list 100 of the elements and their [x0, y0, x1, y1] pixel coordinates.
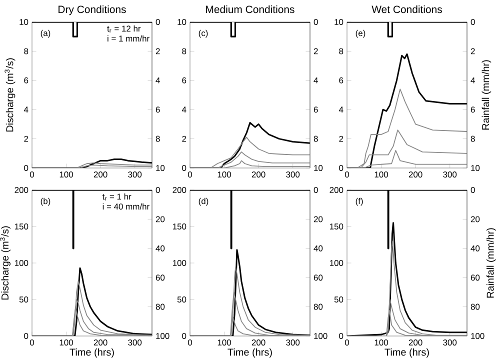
y-tick-label: 10 [334, 19, 344, 25]
y-tick-label: 6 [339, 77, 344, 84]
y-tick-label: 50 [177, 296, 186, 302]
x-tick-label: 200 [408, 340, 422, 346]
y-tick-label: 100 [172, 260, 186, 266]
x-tick-label: 300 [443, 172, 457, 178]
y-tick-label: 150 [330, 224, 344, 230]
x-tick-label: 100 [60, 172, 74, 178]
y-tick-label: 10 [20, 19, 28, 25]
y-tick-label: 200 [172, 187, 186, 193]
x-tick-label: 200 [94, 340, 108, 346]
x-tick-label: 300 [286, 172, 300, 178]
chart-title: Dry Conditions [58, 5, 126, 16]
annotation: t$_{r}$ = 12 hr [107, 25, 141, 33]
annotation: (e) [356, 30, 366, 38]
chart-title: Medium Conditions [206, 5, 294, 14]
y2-tick-label: 2 [314, 48, 318, 54]
y2-tick-label: 6 [470, 106, 475, 113]
y-axis-title: Discharge (m$^{3}$/s) [4, 58, 16, 132]
x-tick-label: 300 [443, 340, 457, 346]
y-tick-label: 0 [339, 165, 344, 171]
annotation: t$_{r}$ = 1 hr [102, 193, 132, 201]
y-tick-label: 200 [330, 187, 344, 193]
y2-tick-label: 20 [156, 216, 165, 222]
y-tick-label: 4 [338, 106, 344, 113]
y2-tick-label: 10 [156, 165, 165, 171]
x-tick-label: 300 [128, 340, 142, 346]
y-tick-label: 100 [14, 260, 28, 266]
x-tick-label: 100 [60, 340, 74, 346]
y2-tick-label: 6 [314, 106, 318, 113]
y-tick-label: 10 [178, 19, 186, 25]
y2-tick-label: 100 [156, 333, 170, 339]
y-tick-label: 0 [24, 333, 28, 339]
y2-tick-label: 100 [471, 333, 484, 339]
annotation: (c) [198, 30, 208, 38]
x-tick-label: 0 [30, 172, 34, 178]
chart-title: Wet Conditions [372, 5, 442, 14]
y-tick-label: 2 [182, 136, 186, 142]
y2-tick-label: 10 [471, 165, 480, 171]
annotation: i = 40 mm/hr [102, 203, 150, 210]
y2-tick-label: 100 [314, 333, 328, 339]
x-tick-label: 200 [94, 172, 108, 178]
y-tick-label: 200 [14, 187, 28, 193]
y2-tick-label: 20 [314, 216, 323, 222]
y-tick-label: 0 [182, 333, 186, 339]
y2-tick-label: 80 [470, 304, 480, 310]
y-tick-label: 50 [334, 296, 344, 302]
x-axis-title: Time (hrs) [228, 348, 272, 358]
x-tick-label: 100 [218, 340, 232, 346]
y-tick-label: 0 [24, 165, 28, 171]
x-tick-label: 200 [252, 172, 266, 178]
y-tick-label: 4 [182, 106, 186, 113]
x-tick-label: 0 [188, 172, 192, 178]
annotation: i = 1 mm/hr [108, 35, 150, 42]
y-tick-label: 2 [339, 136, 344, 142]
x-tick-label: 100 [218, 172, 232, 178]
y2-tick-label: 8 [470, 136, 475, 142]
y2-tick-label: 8 [314, 136, 318, 142]
y2-tick-label: 2 [470, 48, 475, 54]
y-tick-label: 100 [330, 260, 344, 266]
annotation: (d) [198, 198, 208, 206]
y2-tick-label: 0 [156, 19, 160, 25]
x-tick-label: 100 [374, 172, 388, 178]
annotation: (f) [356, 198, 363, 206]
y-tick-label: 50 [19, 296, 28, 302]
y2-axis-title: Rainfall (mm/hr) [482, 60, 492, 130]
y-tick-label: 150 [172, 224, 186, 230]
y-tick-label: 6 [182, 77, 186, 84]
y2-tick-label: 6 [156, 106, 160, 113]
y2-tick-label: 20 [470, 216, 480, 222]
x-tick-label: 200 [408, 172, 422, 178]
x-axis-title: Time (hrs) [70, 348, 114, 358]
y2-tick-label: 40 [470, 245, 480, 252]
y2-tick-label: 60 [470, 274, 480, 281]
y-tick-label: 2 [24, 136, 28, 142]
x-tick-label: 0 [344, 340, 350, 346]
y2-tick-label: 80 [314, 304, 323, 310]
y-tick-label: 0 [182, 165, 186, 171]
x-axis-title: Time (hrs) [384, 348, 429, 358]
y2-tick-label: 0 [314, 187, 318, 193]
y2-tick-label: 40 [314, 245, 323, 252]
x-tick-label: 200 [252, 340, 266, 346]
y-tick-label: 8 [182, 48, 186, 54]
x-tick-label: 300 [286, 340, 300, 346]
y2-tick-label: 4 [156, 77, 160, 84]
y-tick-label: 4 [24, 106, 28, 113]
y2-tick-label: 40 [156, 245, 165, 252]
y2-tick-label: 0 [156, 187, 160, 193]
y2-tick-label: 0 [314, 19, 318, 25]
x-tick-label: 100 [374, 340, 388, 346]
y2-tick-label: 60 [156, 274, 165, 281]
y2-tick-label: 0 [470, 19, 475, 25]
y2-tick-label: 4 [314, 77, 318, 84]
y2-tick-label: 10 [314, 165, 323, 171]
annotation: (b) [40, 198, 50, 206]
y2-tick-label: 0 [470, 187, 475, 193]
y2-tick-label: 2 [156, 48, 160, 54]
y2-tick-label: 8 [156, 136, 160, 142]
y-tick-label: 150 [14, 224, 28, 230]
y-tick-label: 6 [24, 77, 28, 84]
